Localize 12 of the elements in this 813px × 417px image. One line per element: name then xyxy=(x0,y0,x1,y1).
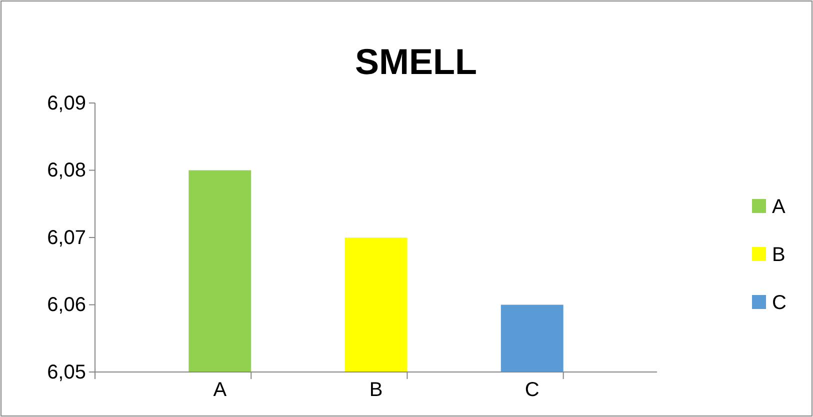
y-tick-label: 6,05 xyxy=(47,361,86,384)
y-tick-label: 6,06 xyxy=(47,294,86,316)
chart-title: SMELL xyxy=(355,41,477,82)
y-tick-label: 6,09 xyxy=(47,92,86,114)
y-tick-label: 6,08 xyxy=(47,160,86,182)
y-tick-label: 6,07 xyxy=(47,226,86,249)
x-tick-label: B xyxy=(369,379,383,402)
legend-label: A xyxy=(772,196,786,218)
legend-label: B xyxy=(772,244,786,266)
x-tick-label: A xyxy=(213,379,228,402)
legend-label: C xyxy=(772,292,786,314)
x-tick-label: C xyxy=(524,379,540,402)
